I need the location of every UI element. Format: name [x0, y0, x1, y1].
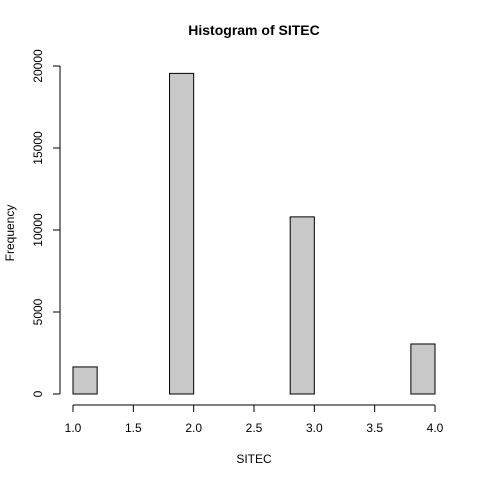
bars-group — [72, 72, 436, 395]
x-axis-label: SITEC — [236, 452, 272, 466]
x-tick-label: 2.5 — [246, 421, 263, 435]
y-tick-label: 15000 — [31, 131, 45, 165]
histogram-bar — [289, 216, 315, 395]
histogram-bar — [72, 366, 98, 395]
histogram-bar — [410, 343, 436, 395]
y-tick-label: 5000 — [31, 298, 45, 325]
histogram-bar — [169, 72, 195, 395]
y-axis-label: Frequency — [3, 205, 17, 262]
x-axis: 1.0 1.5 2.0 2.5 3.0 3.5 4.0 — [65, 404, 444, 435]
x-tick-label: 4.0 — [427, 421, 444, 435]
y-axis: 0 5000 10000 15000 20000 — [31, 49, 61, 397]
y-tick-label: 10000 — [31, 213, 45, 247]
x-tick-label: 1.5 — [125, 421, 142, 435]
x-tick-label: 2.0 — [185, 421, 202, 435]
y-tick-label: 0 — [31, 390, 45, 397]
chart-title: Histogram of SITEC — [188, 22, 319, 38]
x-tick-label: 3.0 — [306, 421, 323, 435]
y-tick-label: 20000 — [31, 49, 45, 83]
x-tick-label: 1.0 — [65, 421, 82, 435]
x-tick-label: 3.5 — [366, 421, 383, 435]
